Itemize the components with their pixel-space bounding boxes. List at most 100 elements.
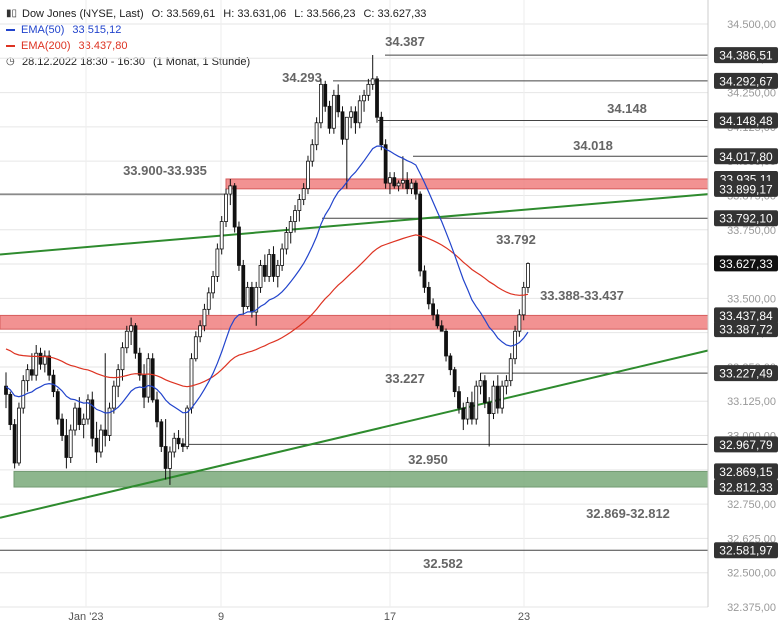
candle: [73, 402, 77, 436]
candle-body: [219, 221, 224, 250]
candle: [319, 78, 323, 129]
clock-icon: ◷: [6, 56, 15, 67]
candle: [155, 391, 159, 428]
candle-body: [293, 210, 297, 222]
candle: [362, 89, 366, 112]
candle: [189, 353, 194, 414]
y-tick-label: 33.750,00: [727, 225, 776, 237]
candle-body: [99, 429, 103, 453]
candle: [396, 180, 401, 192]
candle: [426, 281, 431, 310]
candle: [452, 366, 457, 398]
candle: [47, 350, 52, 381]
candlestick-icon: ▮▯: [6, 8, 18, 19]
y-tick-label: 33.125,00: [727, 396, 776, 408]
candle: [280, 243, 284, 271]
candle: [241, 259, 246, 315]
candle: [508, 353, 513, 387]
candle: [29, 353, 34, 381]
candle-body: [107, 407, 112, 436]
candle: [12, 419, 17, 469]
candle: [288, 216, 293, 244]
candle-body: [111, 385, 116, 409]
candle: [4, 372, 8, 409]
level-price-tag-bg: [714, 365, 778, 382]
candle: [517, 309, 522, 337]
candle-body: [353, 111, 358, 124]
candle-body: [245, 286, 250, 307]
zone-top-price-tag: 33.437,84: [719, 309, 773, 323]
candle: [168, 446, 172, 485]
candle-body: [155, 399, 159, 423]
ohlc-open: O: 33.569,61: [151, 8, 216, 20]
candle: [306, 155, 310, 195]
x-tick-label: 17: [384, 611, 396, 623]
candle-body: [474, 385, 479, 420]
candle-body: [142, 374, 146, 398]
ema50-label: EMA(50): [21, 24, 65, 36]
candle-body: [491, 385, 496, 414]
candle: [370, 55, 375, 90]
candle: [482, 375, 487, 409]
candle-body: [172, 437, 177, 453]
candle-body: [470, 402, 474, 420]
ema50-line: [5, 145, 529, 414]
candle-body: [51, 374, 56, 393]
candle: [68, 424, 73, 463]
candle-body: [396, 182, 401, 187]
candle: [42, 350, 47, 373]
candle: [293, 205, 297, 233]
candle-body: [478, 380, 483, 387]
candle-body: [254, 286, 259, 313]
zone-bottom-price-tag: 33.387,72: [719, 323, 773, 337]
candle-body: [133, 325, 138, 354]
candle-body: [375, 78, 379, 118]
candle-body: [310, 144, 315, 162]
zone-label: 33.900-33.935: [123, 163, 207, 178]
ohlc-close: C: 33.627,33: [363, 8, 427, 20]
candle-body: [90, 399, 95, 439]
candle: [159, 419, 164, 452]
level-price-tag-bg: [714, 210, 778, 227]
candle: [297, 194, 302, 222]
candle: [521, 281, 526, 321]
zone-label: 33.388-33.437: [540, 288, 624, 303]
level-label: 34.018: [573, 138, 613, 153]
candle-body: [457, 391, 461, 409]
candle-body: [120, 347, 125, 371]
candle-body: [521, 286, 526, 316]
level-price-tag: 34.386,51: [719, 49, 773, 63]
last-price-tag: 33.627,33: [719, 257, 773, 271]
candle: [90, 391, 95, 447]
candle-body: [137, 352, 142, 376]
level-price-tag-bg: [714, 112, 778, 129]
y-tick-label: 34.250,00: [727, 88, 776, 100]
candle-body: [77, 407, 82, 425]
candle: [353, 106, 358, 134]
ema200-line: [5, 234, 529, 388]
candle: [232, 183, 237, 233]
level-price-tag-bg: [714, 542, 778, 559]
candle-body: [64, 435, 69, 458]
candle: [314, 117, 319, 151]
candle-body: [262, 265, 267, 277]
candle-body: [362, 94, 366, 102]
candle: [275, 259, 280, 288]
candle: [336, 84, 341, 118]
candle-body: [444, 330, 448, 357]
candle: [211, 270, 215, 299]
level-price-tag: 32.581,97: [719, 544, 773, 558]
candle-body: [124, 330, 129, 349]
candle-body: [301, 188, 306, 200]
candle: [409, 179, 414, 195]
candle-body: [150, 358, 155, 401]
candle: [206, 287, 211, 315]
x-tick-label: 9: [218, 611, 224, 623]
candle-body: [163, 446, 168, 469]
candle: [254, 281, 259, 326]
candle: [474, 380, 479, 425]
candle-body: [418, 193, 423, 272]
candle-body: [224, 193, 228, 222]
zone-bottom-price-tag: 33.899,17: [719, 182, 773, 196]
